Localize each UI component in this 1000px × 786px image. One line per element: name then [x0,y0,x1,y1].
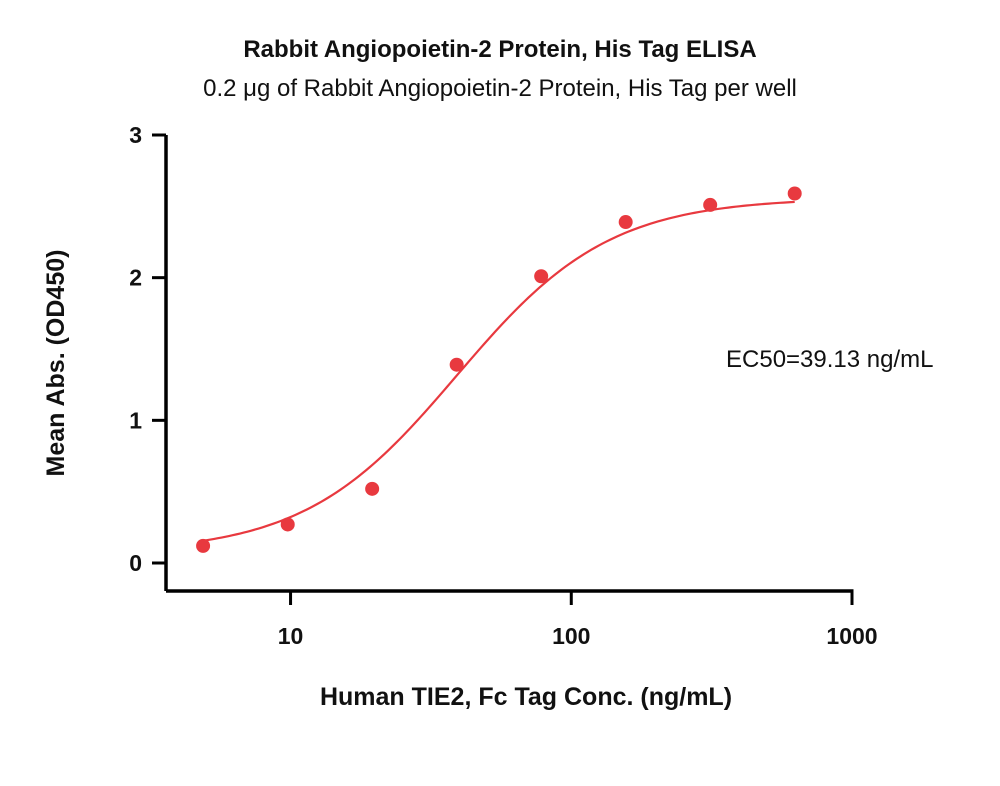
data-point [280,517,295,532]
y-tick-label: 2 [129,265,142,291]
fit-curve [202,200,795,542]
data-point [365,481,380,496]
axes [152,133,854,605]
fit-layer [202,200,795,542]
y-tick-label: 3 [129,122,142,148]
points-layer [196,186,802,553]
data-point [534,269,549,284]
y-axis-title: Mean Abs. (OD450) [42,250,70,477]
data-point [618,215,633,230]
data-point [703,197,718,212]
chart-subtitle: 0.2 μg of Rabbit Angiopoietin-2 Protein,… [203,75,797,102]
labels-layer: 0 1 2 3 10 100 1000 Human TIE2, Fc Tag Conc. (n… [42,122,933,711]
y-tick-label: 0 [129,550,142,576]
y-tick-label: 1 [129,407,142,433]
chart-title: Rabbit Angiopoietin-2 Protein, His Tag E… [243,36,757,63]
data-point [449,357,464,372]
x-tick-label: 100 [552,623,590,649]
data-point [787,186,802,201]
x-tick-label: 10 [278,623,304,649]
x-axis-title: Human TIE2, Fc Tag Conc. (ng/mL) [320,683,732,711]
x-tick-label: 1000 [826,623,877,649]
ec50-annotation: EC50=39.13 ng/mL [726,346,933,373]
data-point [196,538,211,553]
